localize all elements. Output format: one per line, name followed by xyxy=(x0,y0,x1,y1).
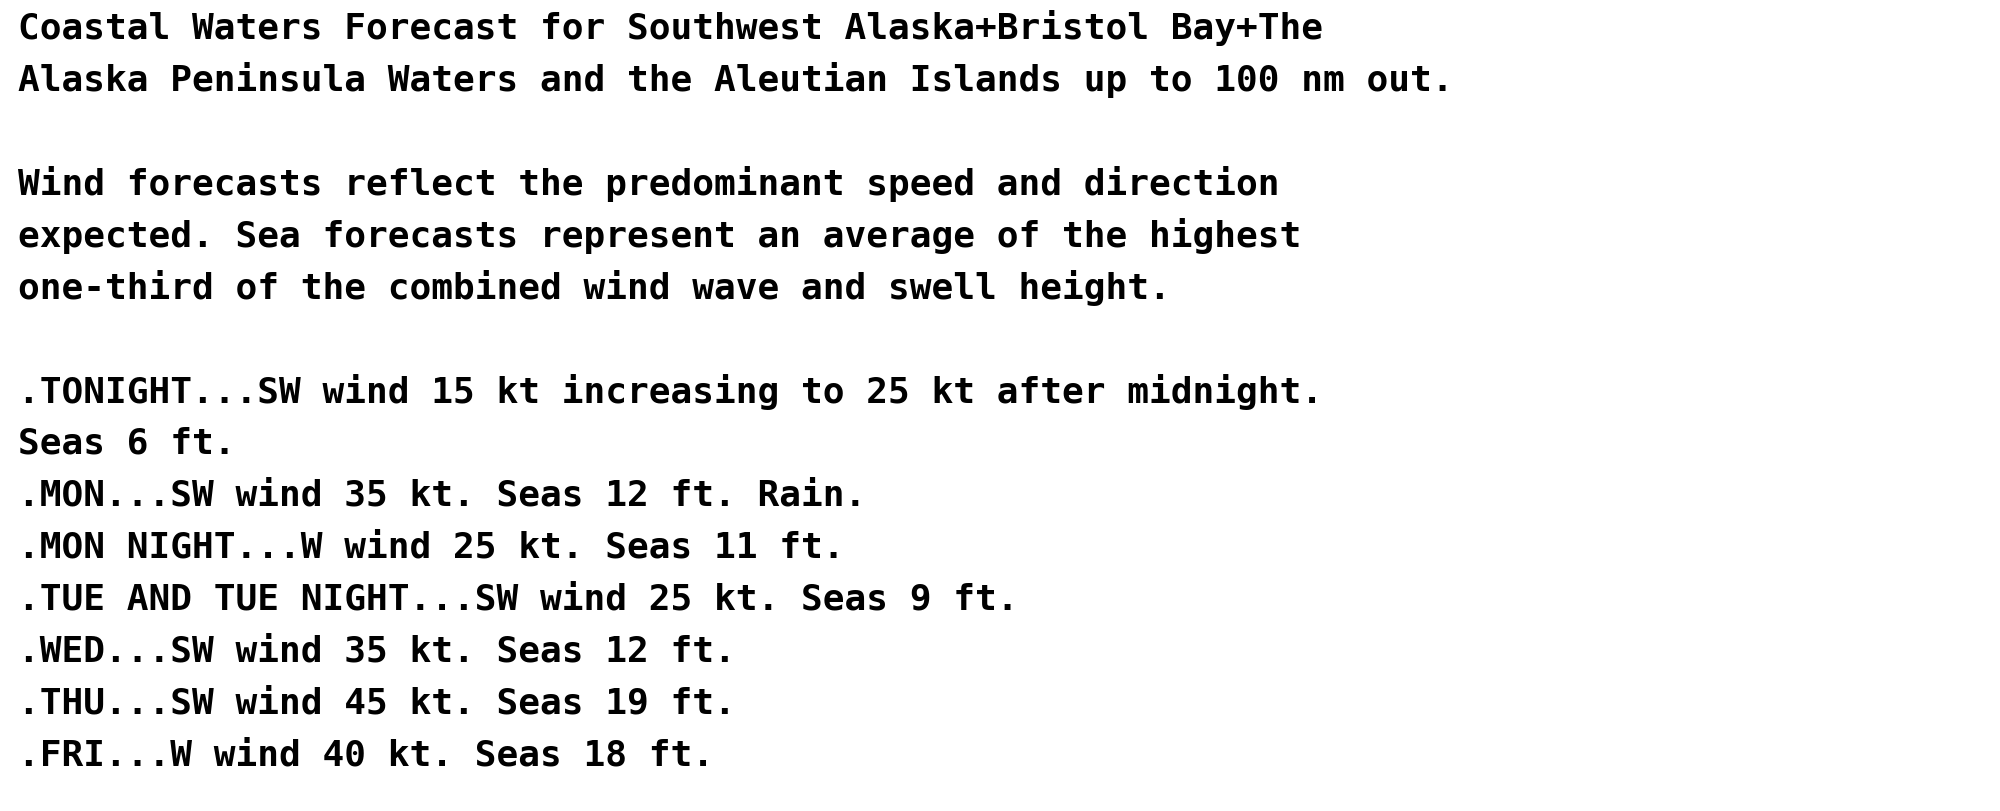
Text: Coastal Waters Forecast for Southwest Alaska+Bristol Bay+The: Coastal Waters Forecast for Southwest Al… xyxy=(18,10,1324,46)
Text: .FRI...W wind 40 kt. Seas 18 ft.: .FRI...W wind 40 kt. Seas 18 ft. xyxy=(18,738,714,772)
Text: expected. Sea forecasts represent an average of the highest: expected. Sea forecasts represent an ave… xyxy=(18,218,1302,254)
Text: .TUE AND TUE NIGHT...SW wind 25 kt. Seas 9 ft.: .TUE AND TUE NIGHT...SW wind 25 kt. Seas… xyxy=(18,582,1018,616)
Text: .TONIGHT...SW wind 15 kt increasing to 25 kt after midnight.: .TONIGHT...SW wind 15 kt increasing to 2… xyxy=(18,374,1324,410)
Text: .MON NIGHT...W wind 25 kt. Seas 11 ft.: .MON NIGHT...W wind 25 kt. Seas 11 ft. xyxy=(18,530,844,564)
Text: Alaska Peninsula Waters and the Aleutian Islands up to 100 nm out.: Alaska Peninsula Waters and the Aleutian… xyxy=(18,62,1454,98)
Text: .WED...SW wind 35 kt. Seas 12 ft.: .WED...SW wind 35 kt. Seas 12 ft. xyxy=(18,634,736,668)
Text: one-third of the combined wind wave and swell height.: one-third of the combined wind wave and … xyxy=(18,270,1170,306)
Text: Wind forecasts reflect the predominant speed and direction: Wind forecasts reflect the predominant s… xyxy=(18,166,1280,202)
Text: .MON...SW wind 35 kt. Seas 12 ft. Rain.: .MON...SW wind 35 kt. Seas 12 ft. Rain. xyxy=(18,478,866,512)
Text: Seas 6 ft.: Seas 6 ft. xyxy=(18,426,236,460)
Text: .THU...SW wind 45 kt. Seas 19 ft.: .THU...SW wind 45 kt. Seas 19 ft. xyxy=(18,686,736,720)
